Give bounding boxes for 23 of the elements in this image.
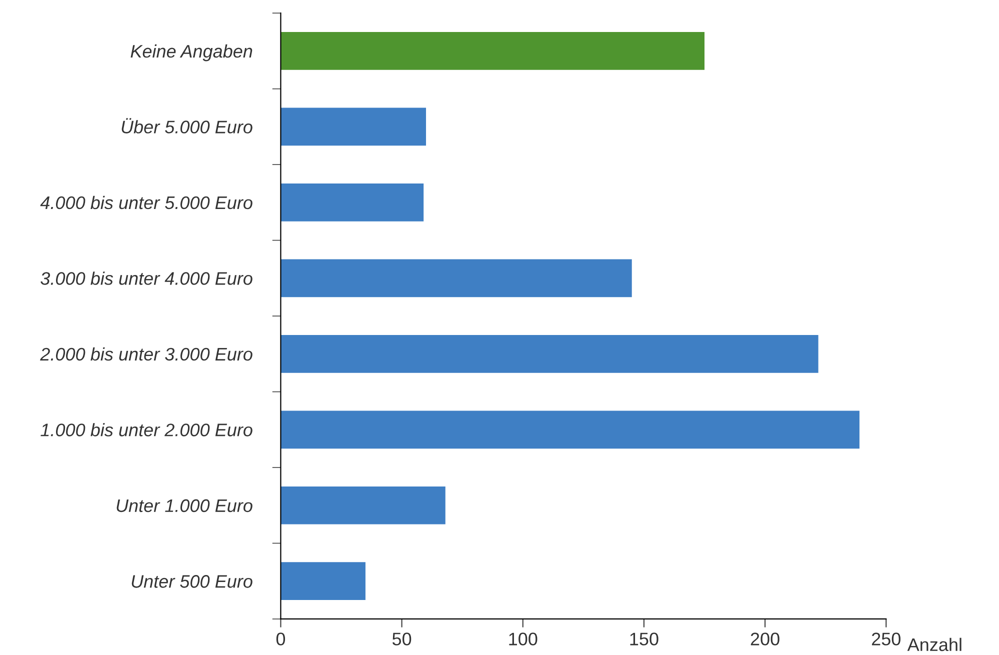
bar (280, 334, 818, 373)
y-tick-label: 1.000 bis unter 2.000 Euro (40, 423, 252, 436)
y-tick-label: 3.000 bis unter 4.000 Euro (40, 272, 252, 285)
y-tick-label: Keine Angaben (130, 44, 252, 62)
y-tick-label: 4.000 bis unter 5.000 Euro (40, 196, 252, 210)
bar (280, 410, 860, 449)
x-tick-label: 150 (630, 632, 658, 646)
x-tick-label: 250 (872, 632, 900, 646)
x-tick-label: 100 (509, 632, 538, 646)
bar (280, 184, 424, 222)
x-tick-label: 200 (750, 632, 780, 646)
y-tick-label: Unter 500 Euro (132, 575, 252, 588)
y-tick-label: Über 5.000 Euro (122, 118, 252, 134)
bar (280, 562, 366, 600)
bar (280, 32, 704, 70)
x-tick-label: 50 (392, 632, 412, 646)
bar (280, 259, 632, 298)
bar (280, 108, 426, 146)
x-axis-title: Anzahl (907, 638, 962, 652)
bar (280, 486, 446, 524)
y-tick-label: Unter 1.000 Euro (116, 499, 252, 512)
y-tick-label: 2.000 bis unter 3.000 Euro (40, 347, 252, 361)
x-tick-label: 0 (276, 632, 286, 646)
